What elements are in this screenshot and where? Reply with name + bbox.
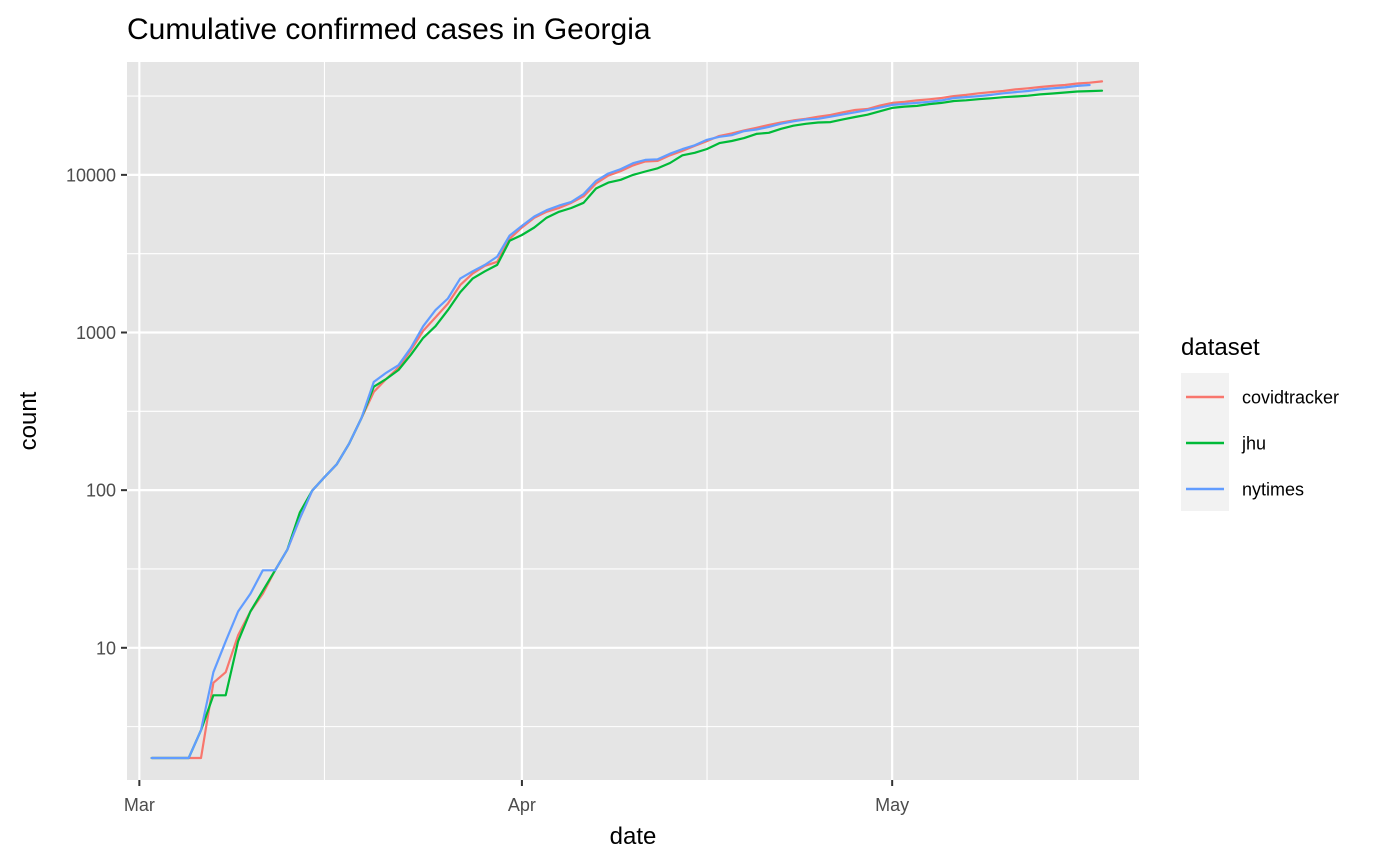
x-tick-label: Apr <box>508 795 536 815</box>
y-tick-label: 1000 <box>76 323 116 343</box>
y-axis-title: count <box>15 391 42 450</box>
axes: 10 100 1000 10000 Mar Apr May <box>66 165 909 815</box>
series-line-nytimes <box>150 83 1091 760</box>
legend-label-jhu: jhu <box>1241 434 1266 454</box>
legend-label-nytimes: nytimes <box>1242 480 1304 500</box>
y-tick-label: 100 <box>86 481 116 501</box>
chart-title: Cumulative confirmed cases in Georgia <box>127 13 651 46</box>
series-layer <box>150 80 1104 760</box>
legend-title: dataset <box>1181 334 1260 361</box>
grid-lines <box>127 62 1139 780</box>
x-tick-label: Mar <box>124 795 155 815</box>
plot-panel <box>127 62 1139 780</box>
x-tick-label: May <box>875 795 909 815</box>
y-tick-label: 10000 <box>66 165 116 185</box>
y-tick-label: 10 <box>96 638 116 658</box>
legend-label-covidtracker: covidtracker <box>1242 388 1339 408</box>
x-axis-title: date <box>610 823 657 850</box>
legend: dataset covidtracker jhu nytimes <box>1181 334 1339 511</box>
